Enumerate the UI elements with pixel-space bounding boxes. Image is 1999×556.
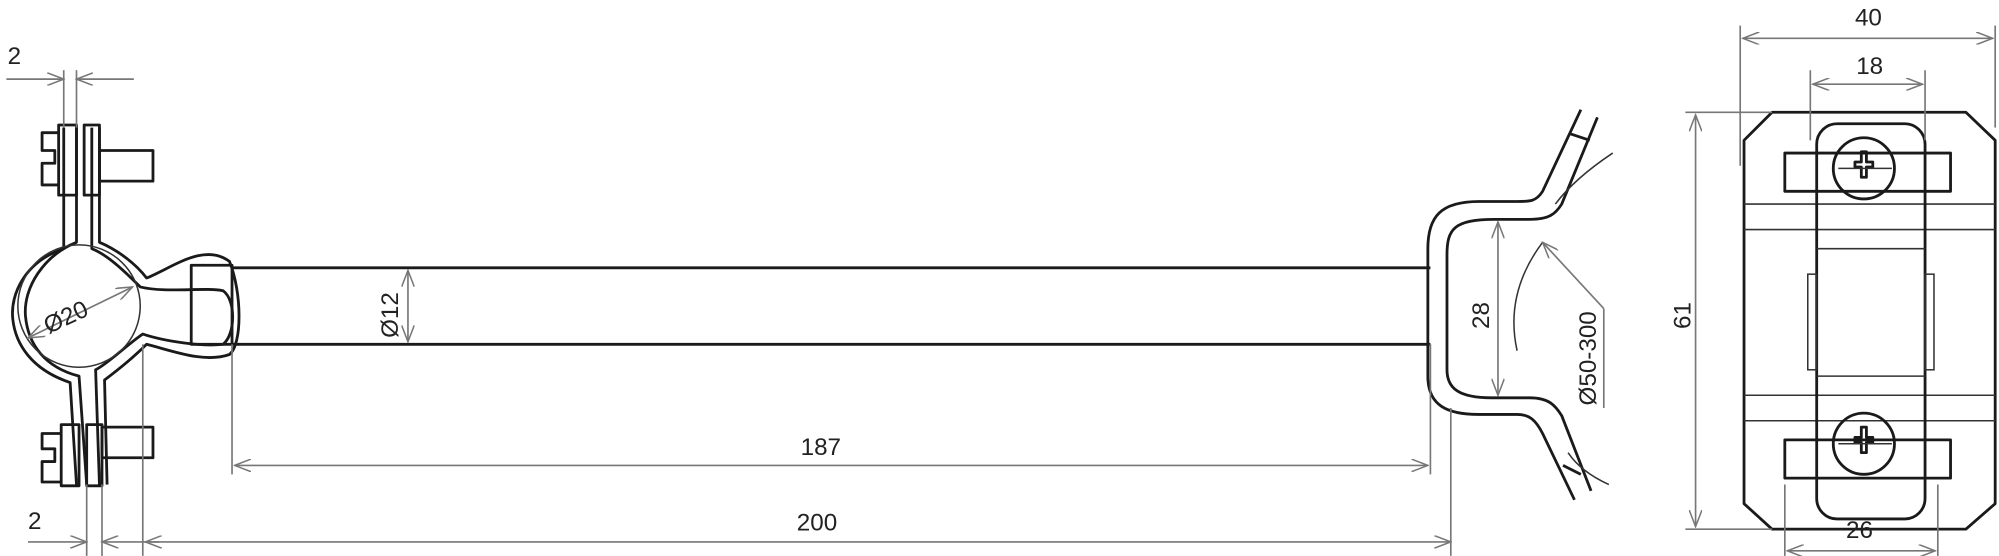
clamp-front-view (1742, 110, 1997, 531)
dim-clamp-diameter: Ø20 (40, 296, 93, 340)
dim-top-thickness: 2 (8, 43, 21, 70)
screw-head-icon (1831, 136, 1896, 201)
dim-height-total: 61 (1669, 302, 1696, 329)
pipe-clamp-side-view (11, 123, 241, 488)
dim-rod-diameter: Ø12 (377, 292, 404, 338)
rod (232, 266, 1431, 346)
dim-total-length: 200 (797, 509, 837, 536)
dimension-labels: 2 2 Ø20 Ø12 187 200 28 Ø50-300 40 18 26 … (8, 5, 1884, 544)
dim-bottom-thickness: 2 (28, 508, 41, 535)
dim-strap-width: 18 (1856, 53, 1883, 80)
pipe-saddle-side-view (1426, 109, 1614, 501)
dim-pipe-range: Ø50-300 (1575, 311, 1602, 405)
dim-base-width: 26 (1846, 517, 1873, 544)
dimension-lines (6, 25, 1997, 556)
dim-width-total: 40 (1855, 5, 1882, 32)
screw-head-icon (1831, 411, 1896, 476)
dim-inner-length: 187 (801, 434, 841, 461)
dim-saddle-height: 28 (1468, 302, 1495, 329)
